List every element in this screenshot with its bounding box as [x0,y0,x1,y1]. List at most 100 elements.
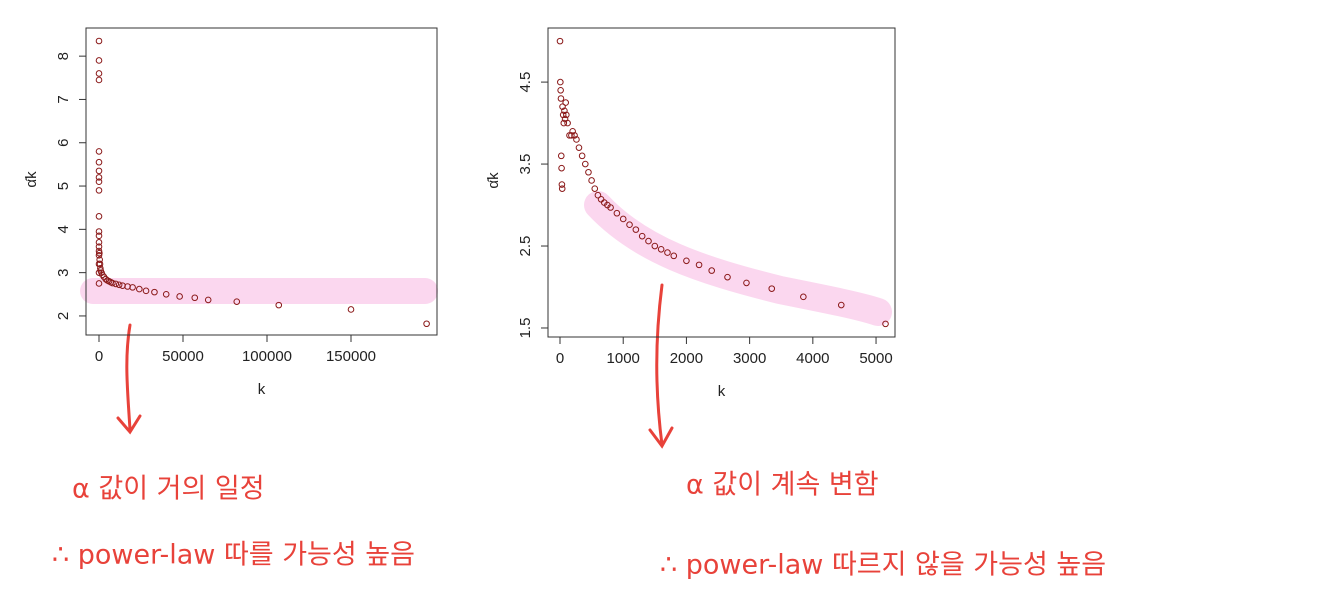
point [564,119,571,127]
y-tick-label: 2 [55,312,72,320]
point [233,298,241,305]
point [556,37,564,45]
point [96,260,104,268]
point [800,293,807,301]
point [204,296,212,304]
point [95,239,103,246]
point [645,237,652,245]
point [102,275,110,283]
point [562,99,569,106]
point [95,232,103,240]
point [95,167,103,175]
x-tick-label: 0 [556,350,564,367]
point [96,249,103,257]
highlight [584,191,892,326]
point [95,158,103,166]
y-axis-label: α̂k [485,172,502,189]
x-tick-label: 1000 [607,350,640,367]
point [571,132,578,139]
point [613,209,621,217]
point [558,181,566,188]
point [743,279,750,287]
point [95,187,103,194]
x-tick-label: 50000 [162,348,204,365]
point [594,191,602,199]
point [95,178,103,186]
point [95,148,103,155]
point [619,215,627,223]
point [632,226,640,233]
point [569,127,576,135]
point [176,293,183,300]
point [115,281,123,289]
point [423,320,430,328]
point [95,76,103,84]
point [559,103,566,110]
plot-frame [547,27,896,338]
point [588,177,595,184]
point [557,95,565,102]
annotation: ∴ power-law 따를 가능성 높음 [52,540,415,571]
point [151,288,158,296]
point [557,78,564,86]
y-tick-label: 3.5 [517,154,534,175]
point [607,204,614,211]
y-tick-label: 4 [55,225,72,233]
y-tick-label: 3 [55,268,72,276]
point [882,320,889,328]
point [585,168,592,176]
point [837,301,845,309]
point [95,174,103,181]
point [670,252,678,260]
y-tick-label: 2.5 [517,236,534,257]
point [275,301,283,309]
point [559,111,567,119]
x-tick-label: 5000 [859,350,892,367]
point [95,37,103,45]
arrow [648,283,674,449]
point [626,221,633,229]
point [136,285,143,293]
point [563,111,570,119]
point [708,267,716,274]
point [566,132,573,139]
x-tick-label: 150000 [326,348,376,365]
point [581,160,589,168]
point [561,107,568,115]
y-tick-label: 6 [55,139,72,147]
annotation: ∴ power-law 따르지 않을 가능성 높음 [660,550,1106,581]
point [558,185,566,192]
point [568,132,575,139]
point [558,164,565,172]
y-tick-label: 5 [55,182,72,190]
point [96,256,103,263]
point [347,306,355,313]
point [557,152,565,160]
point [95,280,103,287]
y-tick-label: 7 [55,95,72,103]
point [657,245,665,253]
point [591,185,599,192]
y-tick-label: 8 [55,52,72,60]
point [129,284,136,291]
highlight [80,278,438,304]
point [95,228,103,235]
annotation: α 값이 계속 변함 [686,470,879,501]
point [95,57,103,64]
point [557,86,564,94]
point [695,261,703,269]
x-tick-label: 2000 [670,350,703,367]
point [162,290,170,298]
x-tick-label: 4000 [796,350,829,367]
annotation: α 값이 거의 일정 [72,474,265,505]
arrow [116,323,142,435]
point [95,70,103,77]
point [768,285,776,292]
x-axis-label: k [718,383,726,400]
x-axis-label: k [258,381,266,398]
point [109,279,116,287]
point [724,273,731,281]
point [112,280,120,288]
y-axis-label: α̂k [23,171,40,188]
